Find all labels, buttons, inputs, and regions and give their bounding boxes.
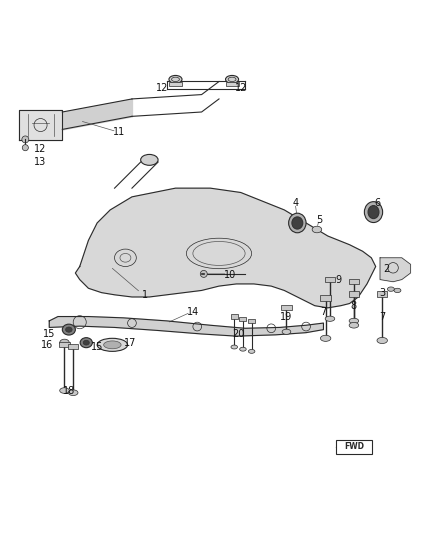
Circle shape: [22, 136, 29, 143]
Bar: [226, 82, 239, 86]
Bar: [240, 317, 247, 321]
Bar: [377, 291, 388, 297]
Ellipse shape: [97, 338, 127, 351]
Ellipse shape: [80, 338, 92, 348]
Polygon shape: [380, 258, 410, 282]
Bar: [248, 319, 255, 323]
Ellipse shape: [141, 155, 158, 165]
Text: 7: 7: [379, 312, 385, 321]
Circle shape: [200, 270, 207, 277]
Text: 13: 13: [35, 157, 47, 167]
Text: 2: 2: [383, 264, 390, 273]
Ellipse shape: [231, 345, 237, 349]
Ellipse shape: [240, 347, 246, 351]
Text: 17: 17: [124, 338, 136, 348]
Ellipse shape: [104, 341, 121, 349]
Text: 15: 15: [91, 342, 103, 352]
Text: 11: 11: [113, 126, 125, 136]
Bar: [68, 344, 78, 349]
Bar: [59, 342, 70, 347]
Text: 19: 19: [280, 312, 293, 321]
Ellipse shape: [292, 217, 303, 229]
Bar: [321, 295, 331, 301]
Text: 9: 9: [336, 274, 342, 285]
Ellipse shape: [349, 318, 359, 324]
Text: 10: 10: [224, 270, 236, 280]
Ellipse shape: [321, 335, 331, 341]
Ellipse shape: [68, 390, 78, 395]
Text: 12: 12: [235, 83, 247, 93]
Ellipse shape: [289, 213, 306, 233]
Ellipse shape: [226, 76, 239, 83]
Text: FWD: FWD: [344, 442, 364, 451]
Polygon shape: [75, 188, 376, 308]
Text: 6: 6: [375, 198, 381, 208]
Polygon shape: [19, 110, 62, 140]
Polygon shape: [49, 317, 323, 336]
Ellipse shape: [282, 329, 291, 334]
Bar: [349, 279, 359, 284]
Text: 5: 5: [316, 215, 322, 225]
Ellipse shape: [377, 337, 388, 344]
Ellipse shape: [248, 350, 255, 353]
Ellipse shape: [60, 339, 69, 346]
Text: 4: 4: [292, 198, 298, 208]
Bar: [169, 82, 182, 86]
Ellipse shape: [325, 316, 335, 321]
FancyBboxPatch shape: [336, 440, 372, 454]
Ellipse shape: [83, 340, 89, 345]
Text: 8: 8: [351, 301, 357, 311]
Text: 18: 18: [63, 385, 75, 395]
Ellipse shape: [169, 76, 182, 83]
Text: 1: 1: [142, 290, 148, 300]
Text: 12: 12: [156, 83, 169, 93]
Text: 14: 14: [187, 307, 199, 317]
Text: 16: 16: [41, 340, 53, 350]
Ellipse shape: [349, 322, 359, 328]
Bar: [281, 305, 292, 310]
Circle shape: [22, 144, 28, 151]
Ellipse shape: [364, 201, 383, 223]
Ellipse shape: [388, 287, 394, 292]
Ellipse shape: [66, 327, 72, 332]
Bar: [325, 277, 335, 282]
Text: 3: 3: [379, 288, 385, 297]
Ellipse shape: [368, 206, 379, 219]
Text: 12: 12: [34, 144, 47, 154]
Text: 20: 20: [233, 329, 245, 339]
Ellipse shape: [60, 387, 69, 393]
Ellipse shape: [394, 288, 401, 293]
Bar: [231, 314, 238, 319]
Ellipse shape: [62, 324, 75, 335]
Ellipse shape: [312, 226, 322, 233]
Text: 7: 7: [320, 307, 327, 317]
Text: 15: 15: [43, 329, 56, 339]
Bar: [349, 292, 359, 297]
